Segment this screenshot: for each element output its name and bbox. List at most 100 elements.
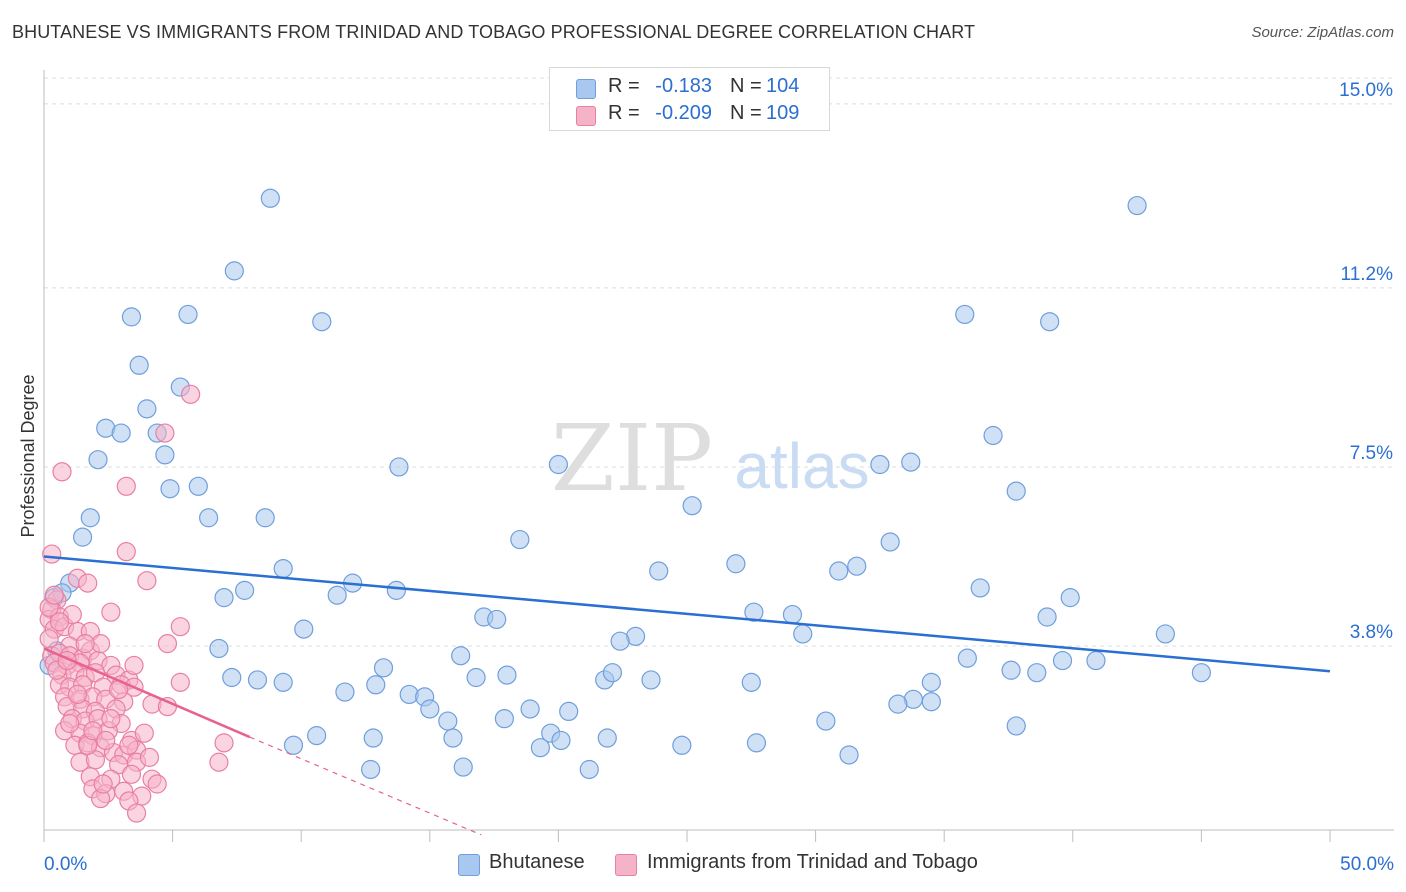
bhutanese-point[interactable] xyxy=(610,631,630,651)
trinidad-point[interactable] xyxy=(157,634,178,654)
bhutanese-point[interactable] xyxy=(155,445,175,465)
bhutanese-point[interactable] xyxy=(222,667,242,688)
bhutanese-point[interactable] xyxy=(510,529,530,550)
bhutanese-point[interactable] xyxy=(970,578,990,598)
bhutanese-point[interactable] xyxy=(551,730,571,751)
trinidad-point[interactable] xyxy=(44,585,64,605)
bhutanese-point[interactable] xyxy=(80,508,100,528)
trinidad-point[interactable] xyxy=(170,617,190,637)
bhutanese-point[interactable] xyxy=(451,646,471,666)
bhutanese-point[interactable] xyxy=(1060,588,1080,608)
bhutanese-point[interactable] xyxy=(389,457,409,477)
bhutanese-point[interactable] xyxy=(888,694,908,714)
bhutanese-point[interactable] xyxy=(559,701,579,722)
trinidad-point[interactable] xyxy=(147,774,167,794)
bhutanese-point[interactable] xyxy=(901,452,921,472)
bhutanese-point[interactable] xyxy=(597,728,617,748)
trinidad-point[interactable] xyxy=(42,544,62,564)
bhutanese-point[interactable] xyxy=(494,709,514,729)
bhutanese-point[interactable] xyxy=(361,759,381,780)
bhutanese-point[interactable] xyxy=(235,580,255,600)
bhutanese-point[interactable] xyxy=(443,728,463,748)
bhutanese-point[interactable] xyxy=(530,738,550,758)
trinidad-point[interactable] xyxy=(83,721,103,741)
bhutanese-point[interactable] xyxy=(1127,195,1147,216)
bhutanese-point[interactable] xyxy=(247,670,268,690)
bhutanese-point[interactable] xyxy=(1006,481,1026,501)
bhutanese-point[interactable] xyxy=(983,425,1003,446)
bhutanese-point[interactable] xyxy=(682,496,702,516)
bhutanese-point[interactable] xyxy=(1006,716,1026,736)
bhutanese-point[interactable] xyxy=(1052,650,1073,671)
bhutanese-point[interactable] xyxy=(199,508,219,528)
bhutanese-point[interactable] xyxy=(1027,663,1047,683)
bhutanese-point[interactable] xyxy=(373,658,394,678)
bhutanese-point[interactable] xyxy=(366,675,386,695)
bhutanese-point[interactable] xyxy=(741,672,761,692)
bhutanese-point[interactable] xyxy=(847,556,867,576)
bhutanese-point[interactable] xyxy=(921,672,941,692)
bhutanese-point[interactable] xyxy=(255,508,275,528)
trinidad-point[interactable] xyxy=(75,634,95,654)
bhutanese-point[interactable] xyxy=(672,735,692,755)
bhutanese-point[interactable] xyxy=(312,312,332,332)
bhutanese-point[interactable] xyxy=(363,728,383,748)
bhutanese-point[interactable] xyxy=(829,561,849,581)
trinidad-point[interactable] xyxy=(93,774,113,794)
bhutanese-point[interactable] xyxy=(214,588,234,608)
bhutanese-point[interactable] xyxy=(88,450,108,470)
bhutanese-point[interactable] xyxy=(273,558,293,579)
bhutanese-point[interactable] xyxy=(160,479,180,499)
bhutanese-point[interactable] xyxy=(520,699,540,719)
trinidad-point[interactable] xyxy=(155,423,175,443)
trinidad-point[interactable] xyxy=(126,803,147,823)
trinidad-point[interactable] xyxy=(124,655,144,676)
bhutanese-point[interactable] xyxy=(466,667,486,688)
bhutanese-point[interactable] xyxy=(129,355,149,375)
trinidad-point[interactable] xyxy=(78,573,98,593)
trinidad-point[interactable] xyxy=(214,733,234,753)
trinidad-point[interactable] xyxy=(101,709,121,729)
bhutanese-point[interactable] xyxy=(273,672,293,692)
trinidad-point[interactable] xyxy=(96,730,116,751)
bhutanese-point[interactable] xyxy=(224,261,244,281)
bhutanese-point[interactable] xyxy=(793,624,813,644)
bhutanese-point[interactable] xyxy=(294,619,314,639)
bhutanese-point[interactable] xyxy=(726,554,746,574)
trinidad-point[interactable] xyxy=(121,764,142,784)
trinidad-point[interactable] xyxy=(139,747,160,767)
bhutanese-point[interactable] xyxy=(420,699,440,719)
bhutanese-point[interactable] xyxy=(137,399,157,419)
bhutanese-point[interactable] xyxy=(335,682,355,702)
bhutanese-point[interactable] xyxy=(641,670,661,690)
bhutanese-point[interactable] xyxy=(839,745,859,765)
bhutanese-point[interactable] xyxy=(602,663,623,683)
bhutanese-point[interactable] xyxy=(72,527,93,547)
bhutanese-point[interactable] xyxy=(327,585,347,605)
bhutanese-point[interactable] xyxy=(1040,312,1060,332)
bhutanese-point[interactable] xyxy=(1155,624,1175,644)
bhutanese-point[interactable] xyxy=(816,711,836,731)
trinidad-point[interactable] xyxy=(60,713,80,734)
bhutanese-point[interactable] xyxy=(386,580,406,600)
bhutanese-point[interactable] xyxy=(260,188,280,208)
trinidad-point[interactable] xyxy=(101,602,121,622)
bhutanese-point[interactable] xyxy=(487,609,507,630)
bhutanese-point[interactable] xyxy=(870,454,890,475)
bhutanese-point[interactable] xyxy=(438,711,458,731)
trinidad-point[interactable] xyxy=(67,684,88,705)
bhutanese-point[interactable] xyxy=(497,665,517,685)
trinidad-point[interactable] xyxy=(49,612,70,632)
bhutanese-point[interactable] xyxy=(649,561,669,581)
bhutanese-point[interactable] xyxy=(1037,607,1057,627)
bhutanese-point[interactable] xyxy=(111,423,131,443)
bhutanese-point[interactable] xyxy=(746,733,767,753)
trinidad-point[interactable] xyxy=(119,735,139,755)
trinidad-point[interactable] xyxy=(116,542,136,562)
trinidad-point[interactable] xyxy=(137,571,157,591)
bhutanese-point[interactable] xyxy=(782,604,803,625)
bhutanese-point[interactable] xyxy=(880,532,900,552)
bhutanese-point[interactable] xyxy=(209,638,229,659)
bhutanese-point[interactable] xyxy=(283,735,304,755)
bhutanese-point[interactable] xyxy=(548,454,569,475)
